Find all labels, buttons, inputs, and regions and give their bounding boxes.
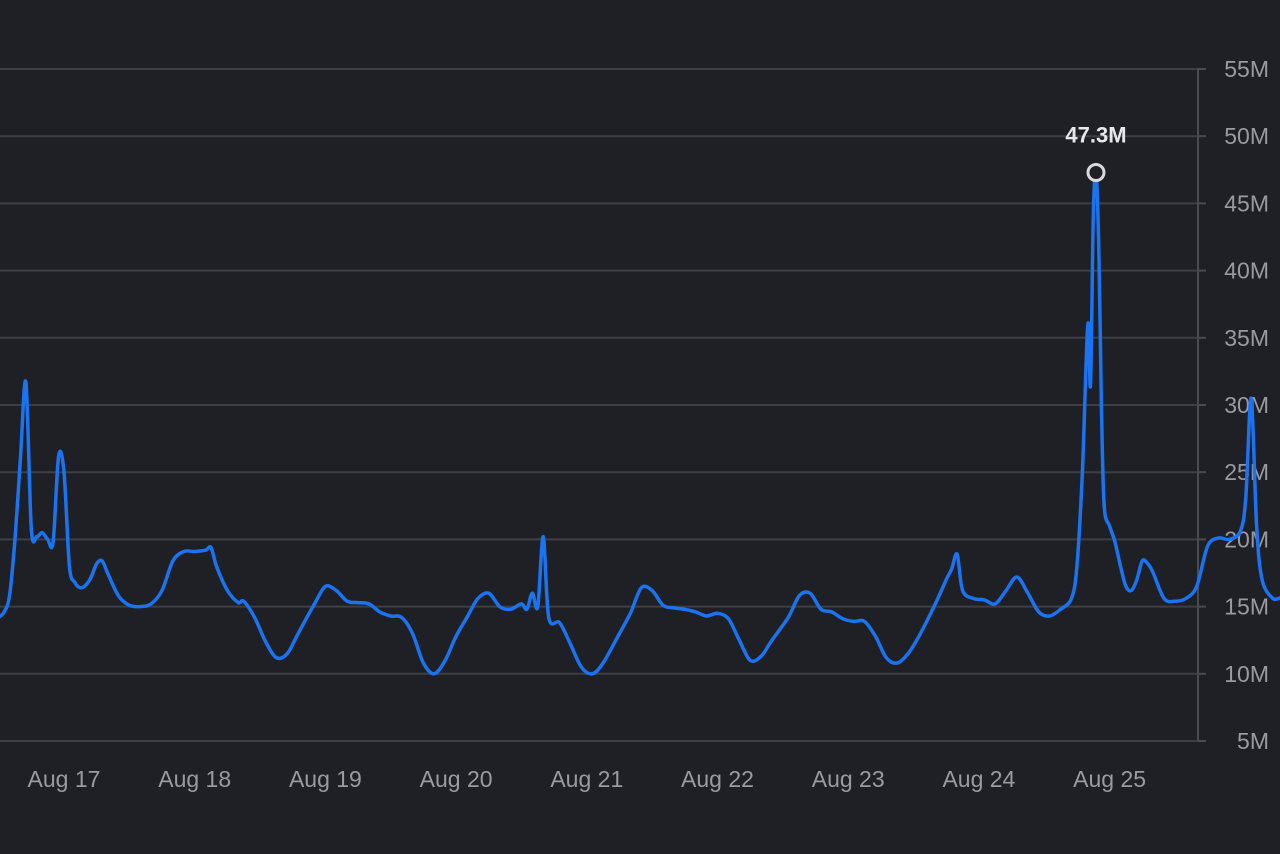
x-tick-label: Aug 19 [289,766,362,792]
y-tick-label: 30M [1224,392,1269,418]
x-axis-ticks: Aug 17 Aug 18 Aug 19 Aug 20 Aug 21 Aug 22 Aug … [28,766,1147,792]
y-tick-label: 10M [1224,661,1269,687]
y-tick-label: 15M [1224,594,1269,620]
y-tick-label: 35M [1224,325,1269,351]
x-tick-label: Aug 25 [1073,766,1146,792]
y-tick-label: 55M [1224,56,1269,82]
y-tick-label: 5M [1237,728,1269,754]
gridlines [0,68,1199,742]
x-tick-label: Aug 18 [158,766,231,792]
x-tick-label: Aug 21 [550,766,623,792]
y-tick-label: 45M [1224,190,1269,216]
x-tick-label: Aug 23 [812,766,885,792]
x-tick-label: Aug 22 [681,766,754,792]
x-tick-label: Aug 17 [28,766,101,792]
x-tick-label: Aug 20 [420,766,493,792]
x-tick-label: Aug 24 [942,766,1015,792]
y-tick-label: 50M [1224,123,1269,149]
y-tick-label: 40M [1224,258,1269,284]
peak-marker[interactable] [1086,162,1106,182]
peak-value-label: 47.3M [1065,122,1126,147]
series-line [0,170,1280,676]
